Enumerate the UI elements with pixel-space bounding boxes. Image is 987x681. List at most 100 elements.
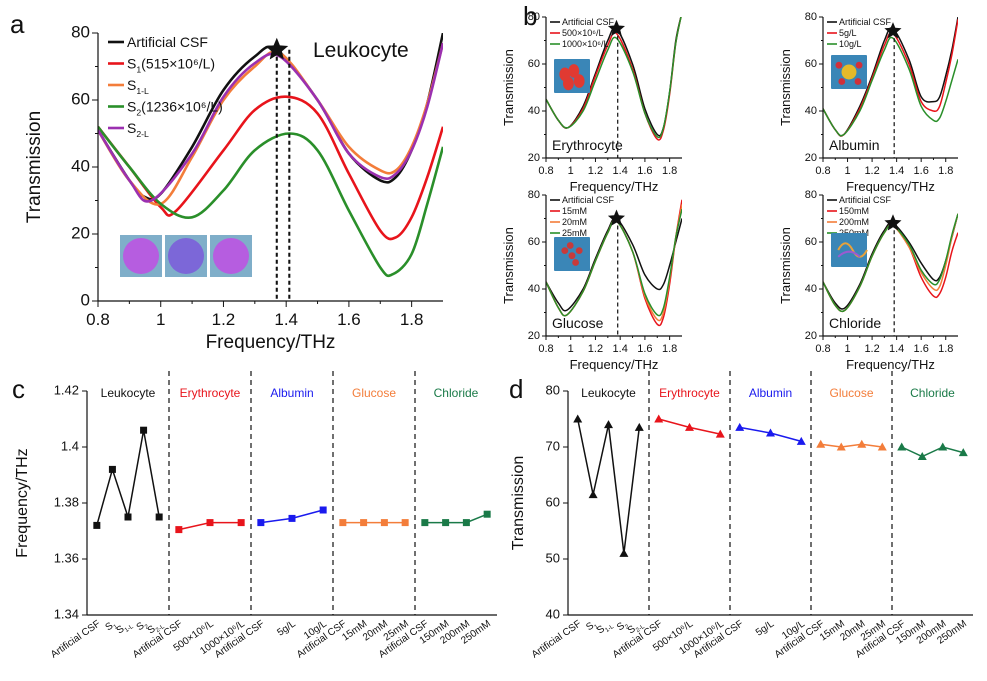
data-point-square <box>124 513 132 521</box>
panel-label-d: d <box>509 374 523 404</box>
atom-icon <box>854 78 862 85</box>
sample-name-label: Chloride <box>829 315 881 331</box>
data-point-triangle <box>715 429 725 438</box>
peak-star-icon <box>884 214 902 231</box>
y-tick-label: 40 <box>528 283 540 295</box>
x-axis-label: Frequency/THz <box>206 332 336 353</box>
atom-icon <box>575 247 583 255</box>
x-tick-label: 1.6 <box>337 310 361 329</box>
y-axis-label: Transmission <box>778 227 793 304</box>
legend-label: Artificial CSF <box>839 195 892 205</box>
x-tick-label: 1 <box>568 343 574 355</box>
legend-label: 150mM <box>839 206 869 216</box>
atom-icon <box>838 78 846 85</box>
y-tick-label: 60 <box>71 89 90 108</box>
y-tick-label: 20 <box>805 330 817 342</box>
legend-label: 200mM <box>839 217 869 227</box>
data-point-triangle <box>958 448 968 457</box>
y-tick-label: 50 <box>546 550 560 565</box>
x-tick-label: 0.8 <box>538 165 553 177</box>
series-line-3 <box>823 36 958 137</box>
data-point-triangle <box>604 420 613 429</box>
x-tick-label: 1.4 <box>889 343 904 355</box>
x-axis-label: Frequency/THz <box>846 179 935 194</box>
data-point-triangle <box>857 439 867 448</box>
inset-illustration <box>561 242 583 266</box>
x-tick-label: 1.8 <box>938 165 953 177</box>
atom-icon <box>855 61 863 69</box>
data-point-square <box>360 519 368 527</box>
x-category-label: S1-L <box>595 618 616 638</box>
data-point-square <box>93 521 101 529</box>
group-name-label: Albumin <box>270 386 313 400</box>
x-tick-label: 1.8 <box>662 165 677 177</box>
x-tick-label: 1.4 <box>613 165 628 177</box>
data-point-triangle <box>735 422 745 431</box>
group-line <box>901 446 964 458</box>
data-point-square <box>288 514 296 522</box>
group-line <box>424 513 488 524</box>
y-axis-label: Frequency/THz <box>14 448 31 557</box>
data-point-square <box>483 510 491 518</box>
y-tick-label: 80 <box>71 22 90 41</box>
atom-icon <box>568 252 576 260</box>
data-point-square <box>462 519 470 527</box>
data-point-triangle <box>938 442 948 451</box>
data-point-square <box>319 506 327 514</box>
series-line-3 <box>546 17 682 139</box>
data-point-triangle <box>634 422 644 431</box>
legend-label: 20mM <box>562 217 587 227</box>
series-line-3 <box>98 42 443 206</box>
legend-label: S2-L <box>127 120 149 139</box>
group-name-label: Erythrocyte <box>659 386 720 400</box>
peak-star-icon <box>265 37 289 60</box>
inset-illustration <box>559 64 585 91</box>
x-tick-label: 0.8 <box>815 343 830 355</box>
x-tick-label: 1 <box>156 310 165 329</box>
peak-star-icon <box>607 19 625 36</box>
y-tick-label: 40 <box>805 283 817 295</box>
legend-label: 5g/L <box>839 28 857 38</box>
y-tick-label: 40 <box>805 105 817 117</box>
atom-icon <box>835 61 843 69</box>
y-axis-label: Transmission <box>778 49 793 126</box>
x-category-label: 5g/L <box>754 618 777 638</box>
x-tick-label: 1.2 <box>588 165 603 177</box>
peak-star-icon <box>607 209 625 226</box>
data-point-square <box>257 519 265 527</box>
y-tick-label: 60 <box>528 236 540 248</box>
y-tick-label: 80 <box>805 11 817 23</box>
legend-label: Artificial CSF <box>562 195 615 205</box>
red-cell-icon <box>568 64 580 78</box>
y-tick-label: 1.36 <box>54 550 79 565</box>
y-axis-label: Transmission <box>501 49 516 126</box>
y-tick-label: 1.4 <box>61 438 79 453</box>
series-line-5 <box>98 42 443 203</box>
data-point-triangle <box>877 442 887 451</box>
data-point-triangle <box>573 414 583 423</box>
y-tick-label: 80 <box>546 382 560 397</box>
data-point-square <box>206 519 214 527</box>
x-tick-label: 1.2 <box>212 310 236 329</box>
sample-disc-icon <box>123 238 159 274</box>
group-name-label: Glucose <box>829 386 873 400</box>
x-tick-label: 1.8 <box>662 343 677 355</box>
x-tick-label: 1.6 <box>637 343 652 355</box>
series-line-1 <box>546 217 682 312</box>
y-tick-label: 60 <box>805 58 817 70</box>
y-tick-label: 60 <box>805 236 817 248</box>
y-tick-label: 0 <box>81 290 90 309</box>
data-point-square <box>421 519 429 527</box>
panel-label-c: c <box>12 374 25 404</box>
data-point-triangle <box>588 490 598 499</box>
data-point-square <box>339 519 347 527</box>
y-tick-label: 20 <box>528 152 540 164</box>
y-tick-label: 20 <box>805 152 817 164</box>
panel-label-a: a <box>10 9 25 39</box>
x-category-label: Artificial CSF <box>49 618 103 660</box>
legend-label: S2(1236×10⁶/L) <box>127 99 223 118</box>
legend-label: 25mM <box>562 228 587 238</box>
series-line-4 <box>546 208 682 317</box>
legend-label: 1000×10⁶/L <box>562 39 609 49</box>
red-cell-icon <box>563 76 574 91</box>
